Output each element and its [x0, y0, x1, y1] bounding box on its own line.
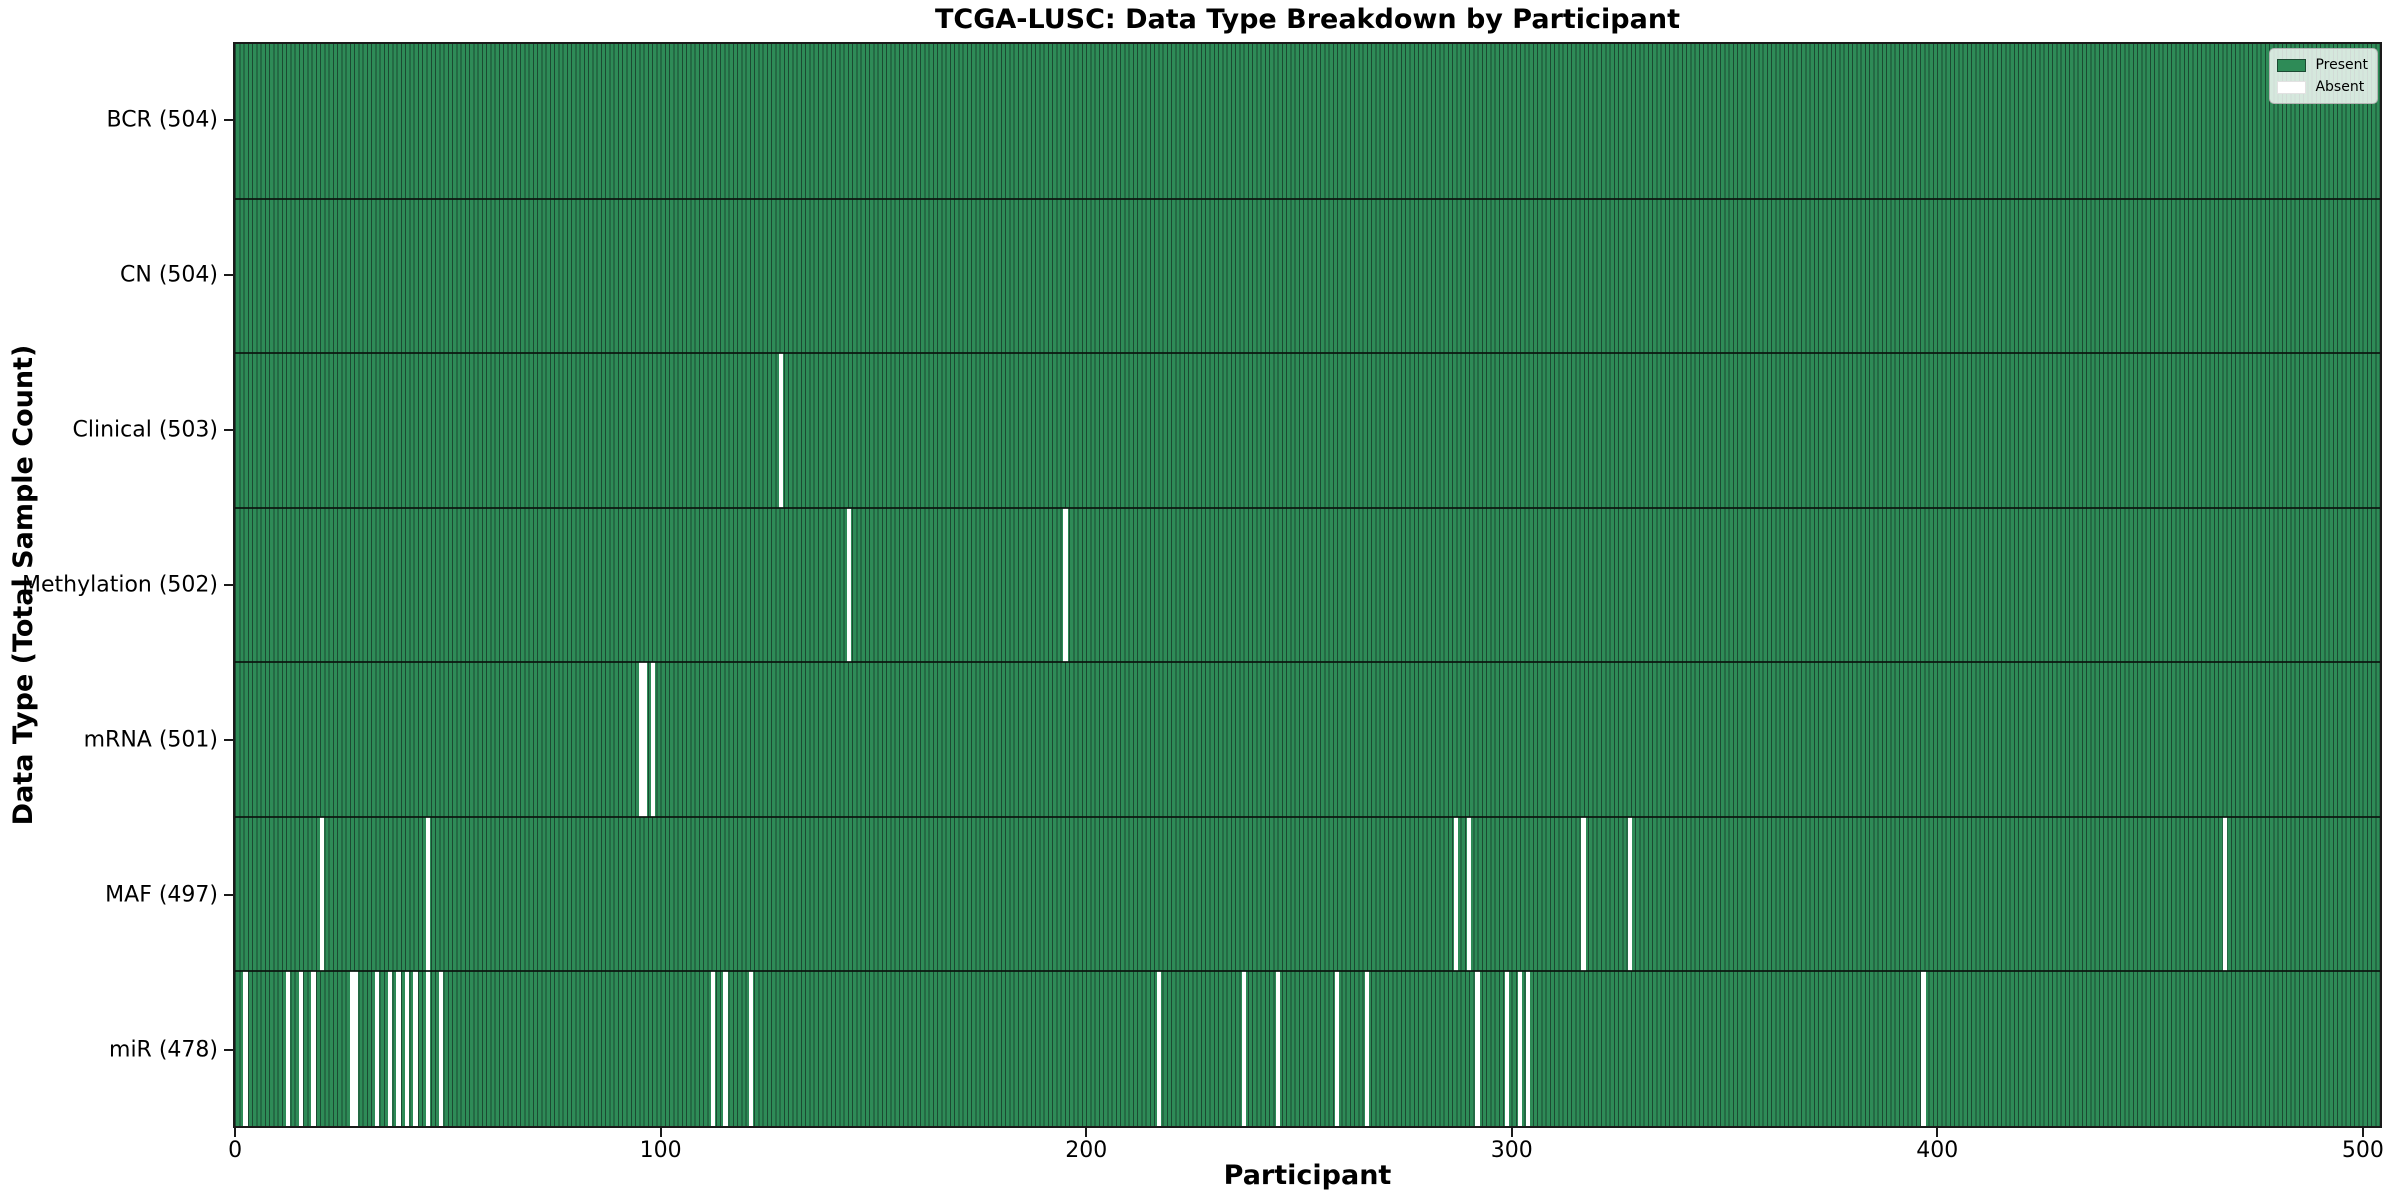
absent-gap — [426, 971, 431, 1126]
row-separator — [235, 197, 2380, 200]
x-tick-label: 0 — [228, 1138, 243, 1163]
plot-area — [233, 42, 2382, 1128]
y-tick-label: MAF (497) — [105, 882, 218, 908]
x-axis-label: Participant — [1223, 1160, 1392, 1191]
row-mRNA — [235, 662, 2380, 817]
y-tick-label: BCR (504) — [106, 107, 218, 133]
y-tick-mark — [224, 739, 233, 742]
y-tick-label: CN (504) — [120, 262, 218, 288]
absent-gap — [1156, 971, 1161, 1126]
absent-gap — [349, 971, 354, 1126]
absent-gap — [404, 971, 410, 1126]
absent-gap — [1063, 507, 1068, 663]
absent-gap — [1454, 816, 1459, 972]
absent-gap — [353, 971, 359, 1126]
x-tick-label: 500 — [2341, 1138, 2384, 1163]
absent-gap — [1628, 816, 1633, 972]
absent-gap — [723, 971, 728, 1126]
absent-gap — [638, 662, 643, 817]
row-separator — [235, 815, 2380, 818]
y-tick-mark — [224, 273, 233, 276]
legend-label: Present — [2315, 57, 2368, 73]
absent-gap — [426, 816, 431, 972]
x-tick-mark — [2361, 1128, 2364, 1137]
row-CN — [235, 198, 2380, 354]
absent-gap — [285, 971, 291, 1126]
y-axis-label: Data Type (Total Sample Count) — [8, 344, 39, 826]
row-BCR — [235, 44, 2380, 199]
chart-title: TCGA-LUSC: Data Type Breakdown by Partic… — [935, 4, 1680, 35]
row-separator — [235, 661, 2380, 664]
y-tick-mark — [224, 894, 233, 897]
y-tick-label: miR (478) — [109, 1037, 218, 1063]
x-tick-label: 300 — [1490, 1138, 1533, 1163]
x-tick-mark — [1510, 1128, 1513, 1137]
y-tick-label: Clinical (503) — [72, 417, 218, 443]
legend-swatch-absent — [2277, 80, 2307, 94]
absent-gap — [298, 971, 303, 1126]
absent-gap — [642, 662, 647, 817]
absent-gap — [438, 971, 444, 1126]
x-tick-label: 100 — [639, 1138, 682, 1163]
y-tick-mark — [224, 428, 233, 431]
absent-gap — [311, 971, 316, 1126]
absent-gap — [1466, 816, 1472, 972]
x-tick-mark — [1936, 1128, 1939, 1137]
absent-gap — [1335, 971, 1340, 1126]
y-tick-label: mRNA (501) — [83, 727, 218, 753]
absent-gap — [846, 507, 851, 663]
legend-entry: Present — [2277, 54, 2368, 76]
absent-gap — [1581, 816, 1586, 972]
legend-swatch-present — [2277, 58, 2307, 72]
x-tick-label: 200 — [1065, 1138, 1108, 1163]
y-tick-mark — [224, 1049, 233, 1052]
y-tick-mark — [224, 584, 233, 586]
row-miR — [235, 971, 2380, 1126]
absent-gap — [2222, 816, 2228, 972]
absent-gap — [396, 971, 401, 1126]
legend-entry: Absent — [2277, 76, 2368, 98]
absent-gap — [1241, 971, 1246, 1126]
absent-gap — [243, 971, 248, 1126]
y-tick-label: Methylation (502) — [22, 572, 218, 598]
absent-gap — [387, 971, 393, 1126]
absent-gap — [319, 816, 325, 972]
row-separator — [235, 970, 2380, 973]
row-separator — [235, 352, 2380, 355]
row-Methylation — [235, 507, 2380, 663]
x-tick-mark — [659, 1128, 662, 1137]
absent-gap — [413, 971, 418, 1126]
absent-gap — [375, 971, 380, 1126]
x-tick-label: 400 — [1916, 1138, 1959, 1163]
absent-gap — [1505, 971, 1510, 1126]
legend-label: Absent — [2315, 79, 2365, 95]
absent-gap — [651, 662, 656, 817]
absent-gap — [1517, 971, 1522, 1126]
absent-gap — [1364, 971, 1370, 1126]
x-tick-mark — [1085, 1128, 1088, 1137]
row-MAF — [235, 816, 2380, 972]
absent-gap — [1526, 971, 1531, 1126]
legend: Present Absent — [2269, 48, 2378, 104]
absent-gap — [748, 971, 754, 1126]
absent-gap — [778, 353, 783, 508]
absent-gap — [1921, 971, 1926, 1126]
row-Clinical — [235, 353, 2380, 508]
absent-gap — [1275, 971, 1280, 1126]
x-tick-mark — [234, 1128, 237, 1137]
absent-gap — [1475, 971, 1480, 1126]
absent-gap — [710, 971, 715, 1126]
row-separator — [235, 506, 2380, 509]
y-tick-mark — [224, 118, 233, 121]
